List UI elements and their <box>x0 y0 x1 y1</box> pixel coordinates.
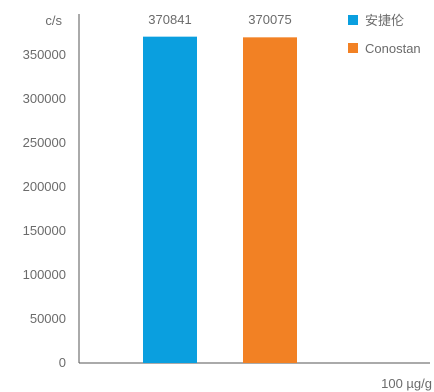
y-tick-labels: 0 50000 100000 150000 200000 250000 300000 3500… <box>23 47 66 370</box>
y-tick-label: 350000 <box>23 47 66 62</box>
bar-value-label: 370075 <box>248 12 291 27</box>
bar-value-label: 370841 <box>148 12 191 27</box>
bar-2 <box>243 37 297 364</box>
y-axis-label: c/s <box>45 13 62 28</box>
legend: 安捷伦 Conostan <box>348 13 421 56</box>
legend-swatch <box>348 15 358 25</box>
y-tick-label: 200000 <box>23 179 66 194</box>
y-tick-label: 250000 <box>23 135 66 150</box>
y-tick-label: 50000 <box>30 311 66 326</box>
y-tick-label: 0 <box>59 355 66 370</box>
bars: 370841 370075 <box>143 12 297 364</box>
legend-label: 安捷伦 <box>365 13 404 28</box>
legend-swatch <box>348 43 358 53</box>
legend-label: Conostan <box>365 41 421 56</box>
bar-1 <box>143 36 197 364</box>
y-tick-label: 100000 <box>23 267 66 282</box>
x-axis-label: 100 µg/g <box>381 376 432 391</box>
y-tick-label: 300000 <box>23 91 66 106</box>
y-tick-label: 150000 <box>23 223 66 238</box>
